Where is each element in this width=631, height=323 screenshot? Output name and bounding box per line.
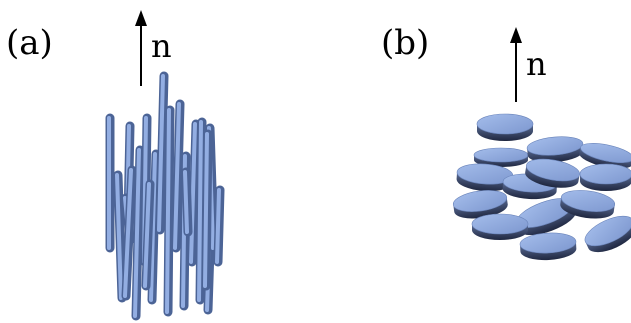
rod-molecule <box>213 185 225 267</box>
rod-highlight <box>157 74 165 232</box>
disc-molecule <box>471 213 529 240</box>
rod-highlight <box>149 152 157 302</box>
disc-top <box>476 113 534 135</box>
director-label-b: n <box>526 45 547 83</box>
rod-molecule <box>155 71 169 235</box>
disc-molecule <box>579 143 631 169</box>
director-label-a: n <box>151 27 172 65</box>
disc-side <box>520 241 577 261</box>
disc-molecule <box>560 190 616 219</box>
rod-molecule <box>163 105 175 317</box>
rod-highlight <box>215 188 221 264</box>
disc-top <box>584 215 631 247</box>
disc-top <box>526 158 580 182</box>
rod-molecule <box>187 119 201 267</box>
rod-highlight <box>133 148 141 318</box>
rod-molecule <box>105 113 115 253</box>
rod-molecule <box>121 165 137 301</box>
disc-side <box>456 172 513 192</box>
rod-molecule <box>181 167 193 237</box>
panel-a-label: (a) <box>6 23 53 63</box>
disc-molecule <box>526 136 584 163</box>
disc-side <box>527 143 584 163</box>
disc-top <box>560 190 616 212</box>
disc-top <box>579 163 631 185</box>
disc-molecule <box>579 163 631 191</box>
disc-top <box>526 136 584 156</box>
rod-highlight <box>115 173 123 300</box>
disc-side <box>502 181 557 200</box>
disc-molecule <box>584 215 631 253</box>
disc-molecule <box>452 190 508 219</box>
director-arrow-a-head <box>135 10 147 26</box>
rod-molecule <box>201 129 213 291</box>
rod-molecule <box>195 117 207 305</box>
director-arrow-b-head <box>510 27 522 43</box>
rod-molecule <box>113 170 127 303</box>
disc-top <box>473 147 529 163</box>
panel-a: (a) n <box>6 10 225 321</box>
rod-highlight <box>197 120 203 302</box>
rod-highlight <box>173 102 181 250</box>
panel-b-label: (b) <box>381 23 429 63</box>
rod-molecules <box>105 71 225 321</box>
director-arrow-a <box>135 10 147 86</box>
disc-top <box>519 232 577 254</box>
rod-highlight <box>189 122 197 264</box>
disc-side <box>525 165 580 188</box>
rod-molecule <box>171 99 185 253</box>
disc-molecule <box>525 158 580 188</box>
disc-side <box>560 197 615 219</box>
disc-top <box>471 213 529 235</box>
rod-highlight <box>165 108 171 314</box>
disc-side <box>472 224 528 240</box>
disc-side <box>585 220 631 253</box>
disc-molecule <box>476 113 534 141</box>
disc-top <box>580 143 631 163</box>
disc-side <box>477 124 533 141</box>
disc-top <box>452 190 508 212</box>
panel-b: (b) n <box>381 23 631 261</box>
rod-highlight <box>123 168 133 298</box>
rod-molecule <box>141 179 155 291</box>
rod-highlight <box>183 170 189 234</box>
rod-molecule <box>147 149 161 305</box>
disc-molecule <box>519 232 577 261</box>
rod-highlight <box>203 132 209 288</box>
rod-molecule <box>131 145 145 321</box>
disc-molecules <box>452 113 631 261</box>
disc-side <box>580 174 631 191</box>
rod-highlight <box>143 182 151 288</box>
disc-side <box>579 147 631 169</box>
director-arrow-b <box>510 27 522 102</box>
disc-side <box>453 197 508 219</box>
